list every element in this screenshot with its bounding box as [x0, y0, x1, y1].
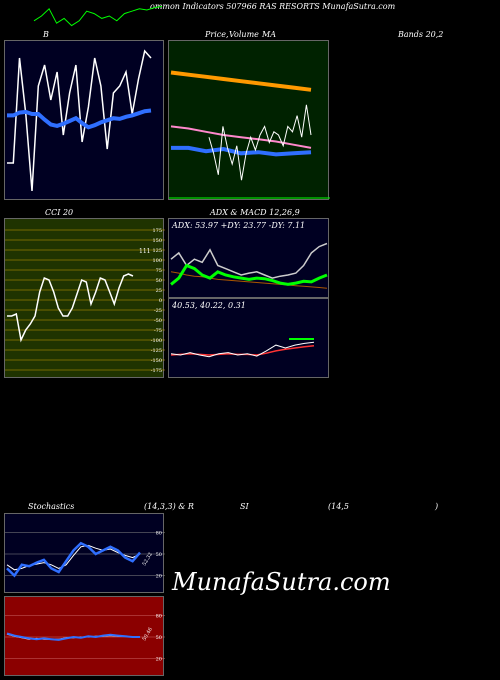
stochastics-k-line: [6, 541, 141, 578]
rsi-tick-label: 20: [156, 657, 162, 663]
price-line: [208, 104, 312, 181]
watermark-text: MunafaSutra.com: [172, 568, 391, 596]
macd-chart: [170, 338, 315, 358]
cci-tick-label: -175: [151, 368, 162, 374]
adx-white-line: [170, 242, 328, 279]
cci-tick-label: -50: [154, 318, 162, 324]
cci-tick-label: 150: [152, 238, 162, 244]
cci-current-label: 111: [139, 248, 150, 255]
stochastics-panel: 80 50 20 52.32: [4, 513, 165, 593]
bollinger-price-line: [7, 49, 152, 192]
stoch-title-label-3: SI: [240, 502, 249, 511]
bollinger-chart: [7, 49, 152, 192]
bollinger-panel: [4, 40, 164, 200]
bands-title-label: Bands 20,2: [398, 30, 444, 39]
top-price-sparkline: [33, 5, 163, 27]
cci-tick-label: 0: [159, 298, 162, 304]
rsi-tick-label: 50: [156, 635, 162, 641]
rsi-chart: 80 50 20 50.46: [5, 613, 165, 663]
ma-blue-line: [171, 145, 312, 157]
rsi-tick-label: 80: [156, 613, 162, 619]
top-sparkline-line: [33, 5, 163, 27]
cci-title-label: CCI 20: [45, 208, 74, 217]
stochastics-tick-label: 80: [156, 530, 162, 536]
macd-line: [170, 341, 315, 358]
adx-panel: ADX: 53.97 +DY: 23.77 -DY: 7.11: [168, 218, 329, 298]
stoch-title-label-2: (14,3,3) & R: [144, 502, 194, 511]
adx-green-line: [170, 263, 328, 286]
cci-tick-label: -100: [151, 338, 162, 344]
cci-chart: 175 150 125 100 75 50 25 0 -25 -50 -75 -100 -125 -150…: [5, 228, 165, 374]
cci-tick-label: 25: [156, 288, 162, 294]
cci-tick-label: 100: [152, 258, 162, 264]
ma-pink-line: [170, 125, 312, 149]
stochastics-tick-label: 50: [156, 552, 162, 558]
cci-tick-label: 50: [156, 278, 162, 284]
page-title: ommon Indicators 507966 RAS RESORTS Muna…: [150, 2, 396, 11]
cci-tick-label: 175: [152, 228, 162, 234]
stochastics-tick-label: 20: [156, 574, 162, 580]
adx-chart: [170, 242, 328, 289]
ma-orange-line: [170, 70, 312, 92]
stoch-title-label-5: ): [435, 502, 439, 511]
stoch-title-label-4: (14,5: [328, 502, 349, 511]
cci-panel: 175 150 125 100 75 50 25 0 -25 -50 -75 -100 -125 -150…: [4, 218, 165, 378]
price-ma-title-label-3: MA: [262, 30, 276, 39]
stoch-title-label-1: Stochastics: [28, 502, 75, 511]
cci-tick-label: 75: [156, 268, 162, 274]
cci-tick-label: -125: [151, 348, 162, 354]
macd-readout: 40.53, 40.22, 0.31: [172, 301, 246, 310]
cci-line: [7, 273, 134, 343]
price-ma-title-label-2: Volume: [229, 30, 259, 39]
adx-brown-line: [170, 271, 328, 289]
cci-tick-label: -25: [154, 308, 162, 314]
adx-title-label: ADX & MACD 12,26,9: [210, 208, 300, 217]
rsi-value-label: 50.46: [142, 627, 154, 642]
cci-tick-label: -150: [151, 358, 162, 364]
price-ma-panel: [168, 40, 330, 200]
cci-tick-label: -75: [154, 328, 162, 334]
macd-panel: 40.53, 40.22, 0.31: [168, 298, 329, 378]
bb-title-label: B: [43, 30, 49, 39]
adx-readout: ADX: 53.97 +DY: 23.77 -DY: 7.11: [172, 221, 306, 230]
bollinger-middle-band: [7, 108, 152, 130]
price-ma-chart: [169, 70, 330, 199]
price-ma-title-label-1: Price,: [205, 30, 229, 39]
rsi-panel: 80 50 20 50.46: [4, 596, 165, 676]
rsi-line: [6, 632, 140, 641]
cci-tick-label: 125: [152, 248, 162, 254]
